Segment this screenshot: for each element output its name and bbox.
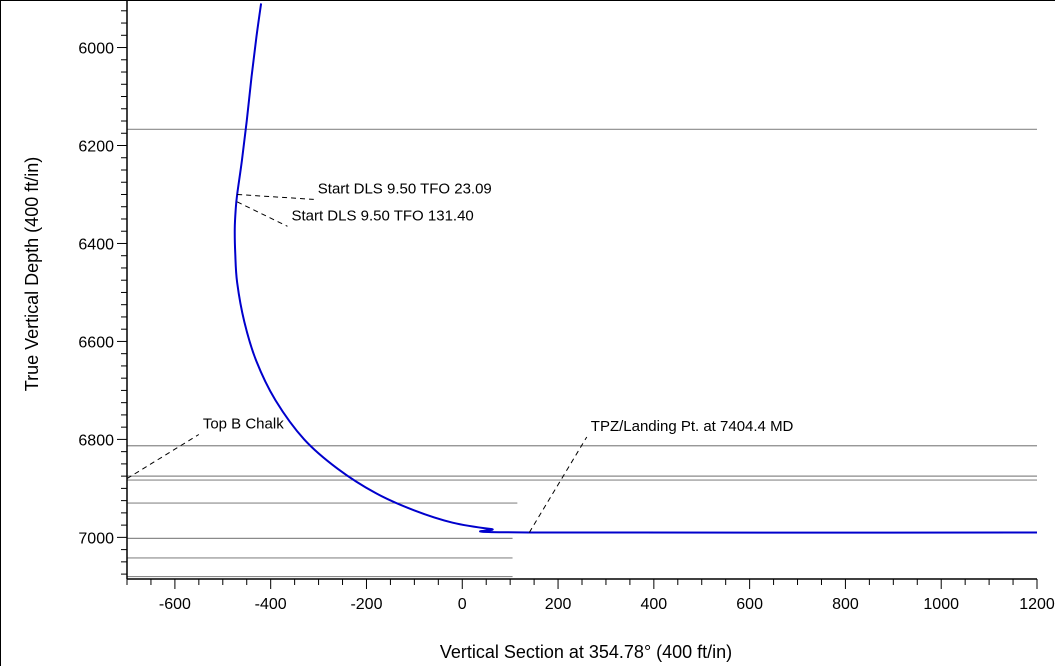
y-tick-label: 7000	[78, 530, 114, 547]
y-tick-label: 6800	[78, 432, 114, 449]
annotation-leader	[236, 201, 288, 227]
annotation-leader	[237, 193, 314, 200]
x-tick-label: 800	[832, 596, 859, 613]
y-tick-label: 6200	[78, 139, 114, 156]
x-tick-label: 600	[736, 596, 763, 613]
x-tick-label: 1200	[1019, 596, 1055, 613]
x-tick-label: 400	[640, 596, 667, 613]
axes: -600 -400 -200 0 200 400 600 800 1000 1200 6000 620…	[78, 1, 1055, 613]
x-axis-label: Vertical Section at 354.78° (400 ft/in)	[440, 642, 732, 662]
x-tick-label: 0	[458, 596, 467, 613]
annotation-label: Start DLS 9.50 TFO 23.09	[318, 180, 492, 197]
x-tick-label: 200	[545, 596, 572, 613]
x-tick-label: -600	[159, 596, 191, 613]
well-path-line	[233, 3, 1038, 534]
x-tick-label: -400	[255, 596, 287, 613]
y-tick-label: 6000	[78, 41, 114, 58]
y-tick-label: 6600	[78, 334, 114, 351]
x-tick-label: -200	[350, 596, 382, 613]
formation-lines	[127, 128, 1037, 578]
annotation-leader	[528, 436, 588, 533]
y-tick-label: 6400	[78, 236, 114, 253]
y-axis-label: True Vertical Depth (400 ft/in)	[22, 157, 42, 391]
annotations: Start DLS 9.50 TFO 23.09 Start DLS 9.50 T…	[126, 180, 794, 533]
annotation-label: Start DLS 9.50 TFO 131.40	[291, 207, 473, 224]
x-tick-label: 1000	[923, 596, 959, 613]
annotation-label: TPZ/Landing Pt. at 7404.4 MD	[591, 418, 794, 435]
annotation-label: Top B Chalk	[203, 416, 284, 433]
series-group	[233, 3, 1038, 534]
annotation-leader	[126, 434, 200, 480]
